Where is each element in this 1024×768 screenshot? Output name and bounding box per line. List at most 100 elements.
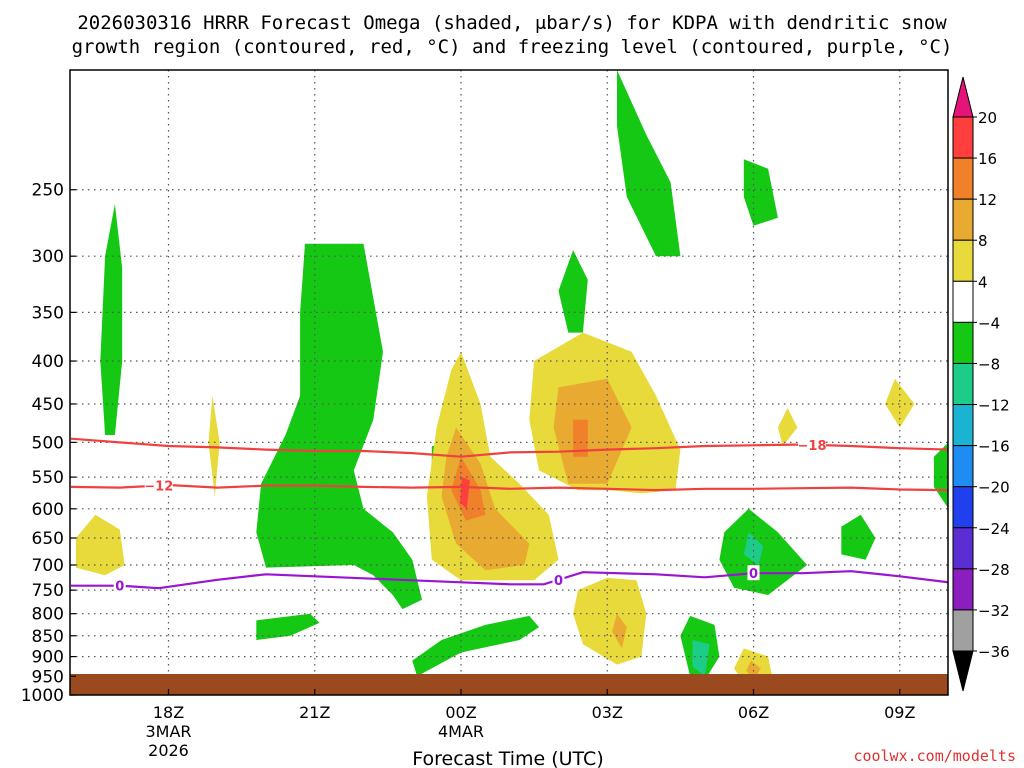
y-tick-label-750: 750 [32, 581, 64, 601]
y-tick-label-700: 700 [32, 556, 64, 576]
omega-region-9 [719, 508, 808, 595]
colorbar-swatch-9 [952, 486, 974, 529]
omega-region-6 [617, 70, 681, 257]
y-tick-label-300: 300 [32, 247, 64, 267]
colorbar-label-10: −24 [978, 520, 1010, 538]
omega-region-27 [573, 419, 588, 457]
chart-title-line-1: 2026030316 HRRR Forecast Omega (shaded, … [77, 12, 947, 34]
y-tick-label-550: 550 [32, 468, 64, 488]
contour-labels: −12 −18 0 0 0 [113, 436, 827, 595]
colorbar-legend: 20 16 12 8 4 −4 −8 −12 −16 −20 −24 −28 −32 −36 [952, 76, 1010, 692]
colorbar-label-1: 16 [978, 150, 997, 168]
colorbar-label-12: −32 [978, 602, 1010, 620]
x-tick-label-00Z: 00Z [445, 703, 476, 722]
colorbar-label-9: −20 [978, 479, 1010, 497]
x-tick-sublabel-18Z: 3MAR [145, 722, 191, 741]
y-tick-label-600: 600 [32, 500, 64, 520]
colorbar-label-4: 4 [978, 273, 988, 291]
colorbar-swatch-6 [952, 362, 974, 406]
colorbar-top-arrow [952, 76, 974, 118]
y-tick-label-400: 400 [32, 352, 64, 372]
credit-text: coolwx.com/modelts [853, 747, 1016, 765]
x-tick-label-21Z: 21Z [299, 703, 330, 722]
y-tick-label-450: 450 [32, 395, 64, 415]
x-tick-label-03Z: 03Z [592, 703, 623, 722]
contour-label-bg-2-2 [747, 565, 760, 581]
colorbar-label-6: −8 [978, 355, 1000, 373]
colorbar-bottom-arrow [952, 650, 974, 692]
omega-region-12 [743, 532, 764, 565]
omega-region-23 [553, 378, 632, 484]
colorbar-swatch-10 [952, 527, 974, 570]
omega-region-7 [743, 159, 778, 226]
omega-region-4 [412, 615, 539, 677]
surface-ground-band [70, 674, 948, 695]
colorbar-swatch-2 [952, 198, 974, 241]
x-tick-label-09Z: 09Z [884, 703, 915, 722]
grid-lines [70, 70, 948, 695]
contour-label-bg-1-0 [798, 436, 826, 452]
omega-shaded-regions [75, 70, 948, 688]
y-tick-label-850: 850 [32, 627, 64, 647]
omega-region-0 [100, 204, 123, 435]
contour-label-2-1: 0 [554, 574, 563, 589]
omega-region-18 [573, 577, 647, 665]
y-tick-label-250: 250 [32, 181, 64, 201]
x-tick-year-18Z: 2026 [148, 741, 189, 760]
y-tick-label-800: 800 [32, 605, 64, 625]
x-axis-label: Forecast Time (UTC) [412, 748, 603, 768]
y-tick-label-900: 900 [32, 648, 64, 668]
omega-region-15 [208, 395, 220, 497]
omega-region-10 [841, 514, 876, 560]
contour-line-0 [70, 483, 948, 492]
colorbar-label-8: −16 [978, 438, 1010, 456]
contour-label-2-2: 0 [749, 567, 758, 582]
y-tick-label-650: 650 [32, 529, 64, 549]
contour-label-0-0: −12 [144, 479, 173, 494]
colorbar-swatch-12 [952, 609, 974, 652]
omega-region-1 [256, 243, 422, 610]
colorbar-swatch-5 [952, 321, 974, 364]
contour-label-bg-2-0 [113, 577, 126, 593]
contour-label-bg-0-0 [144, 477, 173, 493]
colorbar-swatch-11 [952, 568, 974, 611]
omega-region-24 [612, 613, 627, 649]
colorbar-swatch-7 [952, 404, 974, 447]
chart-title-line-2: growth region (contoured, red, °C) and f… [72, 36, 953, 58]
colorbar-label-5: −4 [978, 314, 1000, 332]
contour-line-2 [71, 570, 948, 590]
y-axis: 2503003504004505005506006507007508008509… [21, 181, 76, 706]
y-tick-label-350: 350 [32, 303, 64, 323]
omega-region-11 [933, 442, 948, 509]
omega-region-2 [256, 613, 320, 640]
y-tick-label-500: 500 [32, 433, 64, 453]
surface-layer [70, 674, 948, 695]
colorbar-label-13: −36 [978, 643, 1010, 661]
omega-region-28 [460, 477, 470, 509]
x-tick-label-06Z: 06Z [738, 703, 769, 722]
contour-label-1-0: −18 [798, 439, 827, 454]
colorbar-swatch-4 [952, 280, 974, 323]
colorbar-swatch-1 [952, 157, 974, 200]
omega-region-21 [885, 378, 915, 428]
colorbar-label-11: −28 [978, 561, 1010, 579]
y-tick-label-950: 950 [32, 667, 64, 687]
x-tick-label-18Z: 18Z [153, 703, 184, 722]
colorbar-label-0: 20 [978, 109, 997, 127]
colorbar-label-2: 12 [978, 191, 997, 209]
x-tick-sublabel-00Z: 4MAR [438, 722, 484, 741]
omega-region-5 [558, 250, 588, 333]
colorbar-swatch-3 [952, 239, 974, 282]
omega-region-14 [75, 514, 125, 576]
colorbar-swatch-0 [952, 116, 974, 159]
plot-frame [69, 69, 949, 696]
y-tick-label-1000: 1000 [21, 686, 64, 706]
colorbar-label-3: 8 [978, 232, 988, 250]
contour-label-2-0: 0 [115, 580, 124, 595]
contour-label-bg-2-1 [552, 571, 565, 587]
omega-region-13 [692, 640, 710, 677]
omega-region-20 [777, 408, 798, 446]
colorbar-label-7: −12 [978, 397, 1010, 415]
